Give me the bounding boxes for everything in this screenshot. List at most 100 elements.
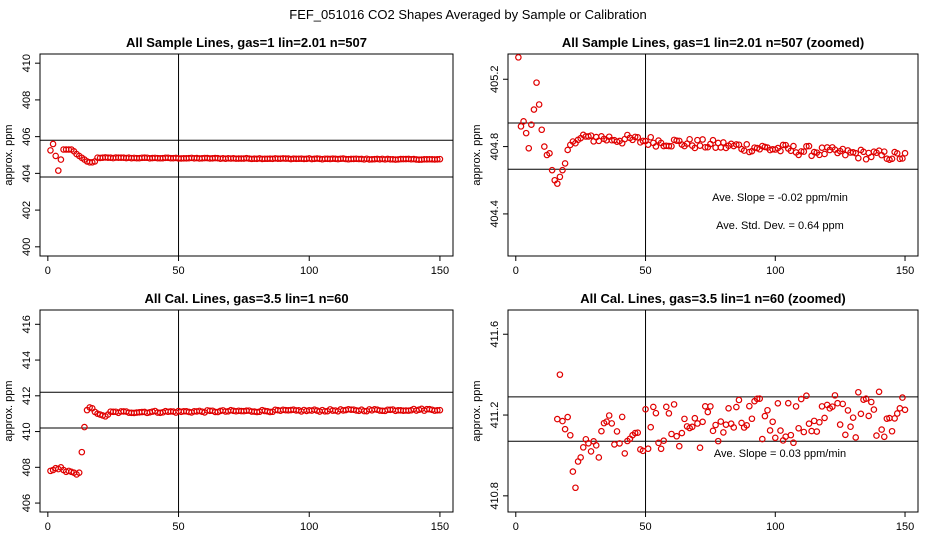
data-point xyxy=(681,415,688,423)
data-point xyxy=(878,426,885,433)
data-point xyxy=(75,469,83,476)
data-point xyxy=(795,424,802,432)
x-tick-label: 50 xyxy=(172,521,184,533)
data-point xyxy=(434,407,441,414)
data-point xyxy=(748,415,756,423)
data-point xyxy=(756,395,764,402)
data-point xyxy=(873,432,880,439)
data-point xyxy=(699,418,706,426)
y-tick-label: 411.2 xyxy=(489,402,501,429)
data-point xyxy=(642,405,649,413)
data-point xyxy=(701,403,709,410)
data-point xyxy=(800,148,808,155)
data-point xyxy=(631,429,639,437)
plot-frame xyxy=(39,53,454,257)
data-point xyxy=(717,418,725,425)
data-point xyxy=(522,129,530,137)
plot-frame xyxy=(507,53,919,257)
data-point xyxy=(774,400,782,407)
data-point xyxy=(862,155,870,163)
data-point xyxy=(675,442,683,450)
data-point xyxy=(787,431,795,439)
data-point xyxy=(784,399,792,407)
data-point xyxy=(678,429,686,437)
data-point xyxy=(694,420,701,427)
data-point xyxy=(598,427,605,435)
data-point xyxy=(761,412,769,420)
data-point xyxy=(730,424,738,431)
data-point xyxy=(525,144,533,152)
x-tick-label: 150 xyxy=(431,265,449,277)
data-point xyxy=(720,429,727,436)
data-point xyxy=(673,432,680,440)
x-tick-label: 50 xyxy=(639,265,651,277)
data-point xyxy=(805,420,813,427)
panel-title: All Cal. Lines, gas=3.5 lin=1 n=60 (zoom… xyxy=(580,291,846,306)
data-point xyxy=(548,166,556,174)
x-tick-label: 100 xyxy=(300,265,318,277)
data-point xyxy=(691,414,699,422)
data-point xyxy=(634,429,642,436)
data-point xyxy=(899,394,906,401)
data-point xyxy=(533,79,540,86)
data-point xyxy=(639,137,647,145)
y-tick-label: 412 xyxy=(21,387,33,405)
data-point xyxy=(849,414,857,421)
data-point xyxy=(564,146,571,154)
data-point xyxy=(665,410,673,417)
data-point xyxy=(797,148,805,155)
data-point xyxy=(699,136,706,143)
data-point xyxy=(769,418,776,426)
x-tick-label: 50 xyxy=(639,521,651,533)
data-point xyxy=(652,409,660,417)
plot-frame xyxy=(39,309,454,513)
data-point xyxy=(792,403,800,410)
x-tick-label: 100 xyxy=(300,521,318,533)
data-point xyxy=(561,425,569,433)
y-axis-label: approx. ppm xyxy=(471,380,483,441)
data-point xyxy=(883,415,891,422)
data-point xyxy=(893,410,901,417)
data-point xyxy=(605,412,613,419)
data-point xyxy=(805,142,813,150)
data-point xyxy=(766,427,774,434)
data-point xyxy=(650,403,657,411)
data-point xyxy=(855,388,862,396)
data-point xyxy=(707,403,714,410)
data-point xyxy=(569,468,577,475)
data-point xyxy=(821,414,828,422)
data-point xyxy=(704,408,712,416)
data-point xyxy=(901,149,909,157)
annotation: Ave. Std. Dev. = 0.64 ppm xyxy=(716,220,844,232)
data-point xyxy=(831,392,839,399)
data-point xyxy=(714,437,722,445)
panel-title: All Cal. Lines, gas=3.5 lin=1 n=60 xyxy=(144,291,348,306)
y-tick-label: 404.4 xyxy=(489,200,501,228)
data-point xyxy=(634,134,642,141)
data-point xyxy=(733,141,740,148)
data-point xyxy=(870,406,878,413)
y-tick-label: 411.6 xyxy=(489,321,501,348)
data-point xyxy=(541,143,548,150)
data-point xyxy=(652,143,660,150)
data-point xyxy=(530,106,538,113)
panel-title: All Sample Lines, gas=1 lin=2.01 n=507 (… xyxy=(562,35,864,50)
x-tick-label: 0 xyxy=(45,265,51,277)
data-point xyxy=(528,121,535,129)
annotation: Ave. Slope = -0.02 ppm/min xyxy=(712,192,848,204)
data-point xyxy=(743,421,751,429)
data-point xyxy=(538,126,546,134)
data-point xyxy=(867,398,875,406)
y-tick-label: 406 xyxy=(21,127,33,145)
data-point xyxy=(520,118,527,125)
data-point xyxy=(436,406,444,414)
data-point xyxy=(899,155,906,162)
data-point xyxy=(790,439,797,447)
data-point xyxy=(587,448,595,455)
y-tick-label: 408 xyxy=(21,91,33,109)
x-tick-label: 0 xyxy=(513,265,519,277)
data-point xyxy=(800,428,808,436)
data-point xyxy=(647,133,655,141)
data-point xyxy=(673,137,680,144)
data-point xyxy=(665,142,673,150)
